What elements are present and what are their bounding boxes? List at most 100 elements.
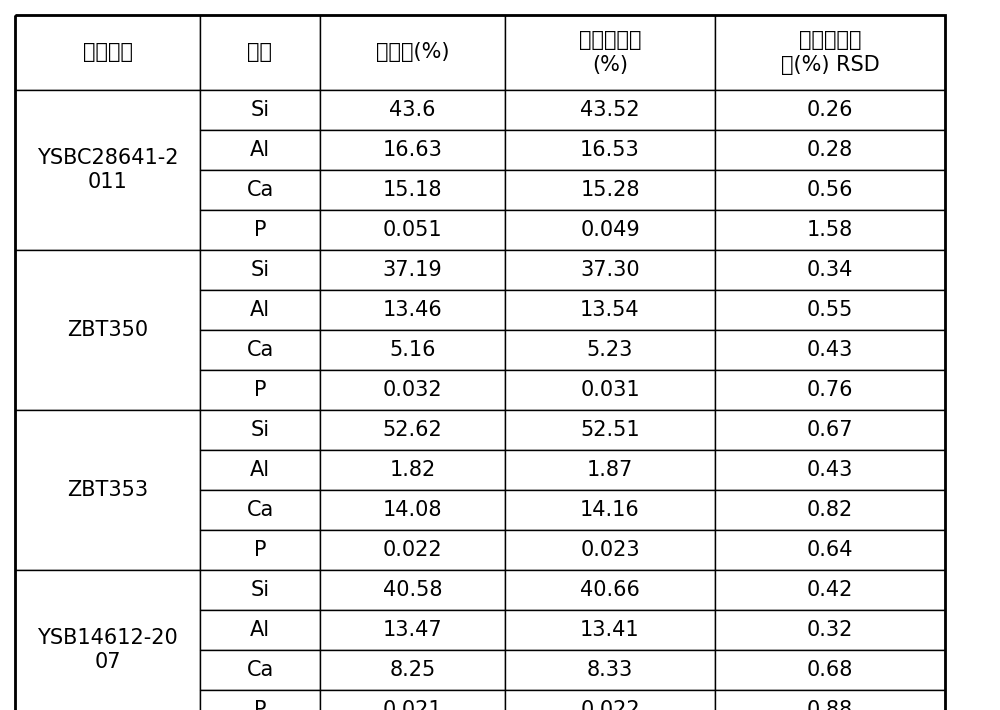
- Bar: [320, 410, 505, 450]
- Bar: [320, 15, 505, 90]
- Text: 0.68: 0.68: [807, 660, 853, 680]
- Text: 0.43: 0.43: [807, 340, 853, 360]
- Bar: [505, 370, 715, 410]
- Text: 8.33: 8.33: [587, 660, 633, 680]
- Text: 测定平均值
(%): 测定平均值 (%): [579, 30, 641, 75]
- Text: Ca: Ca: [246, 500, 274, 520]
- Text: 15.18: 15.18: [383, 180, 442, 200]
- Bar: [505, 530, 715, 570]
- Bar: [320, 330, 505, 370]
- Bar: [200, 610, 320, 650]
- Bar: [200, 15, 320, 90]
- Text: 8.25: 8.25: [389, 660, 436, 680]
- Text: 0.022: 0.022: [580, 700, 640, 710]
- Text: 标准值(%): 标准值(%): [376, 43, 449, 62]
- Text: Al: Al: [250, 140, 270, 160]
- Bar: [320, 130, 505, 170]
- Bar: [715, 290, 945, 330]
- Bar: [505, 90, 715, 130]
- Text: Al: Al: [250, 460, 270, 480]
- Text: 13.46: 13.46: [383, 300, 442, 320]
- Text: P: P: [254, 540, 266, 560]
- Text: Si: Si: [250, 420, 270, 440]
- Text: 5.23: 5.23: [587, 340, 633, 360]
- Text: 元素: 元素: [248, 43, 272, 62]
- Text: 0.022: 0.022: [383, 540, 442, 560]
- Bar: [505, 570, 715, 610]
- Text: 37.30: 37.30: [580, 260, 640, 280]
- Text: 1.58: 1.58: [807, 220, 853, 240]
- Text: 0.049: 0.049: [580, 220, 640, 240]
- Text: 0.34: 0.34: [807, 260, 853, 280]
- Bar: [505, 650, 715, 690]
- Text: 0.051: 0.051: [383, 220, 442, 240]
- Bar: [505, 170, 715, 210]
- Bar: [200, 530, 320, 570]
- Text: 16.53: 16.53: [580, 140, 640, 160]
- Bar: [715, 370, 945, 410]
- Text: 0.88: 0.88: [807, 700, 853, 710]
- Text: 0.42: 0.42: [807, 580, 853, 600]
- Text: 0.82: 0.82: [807, 500, 853, 520]
- Text: 40.66: 40.66: [580, 580, 640, 600]
- Bar: [200, 170, 320, 210]
- Text: 0.67: 0.67: [807, 420, 853, 440]
- Bar: [715, 490, 945, 530]
- Bar: [320, 450, 505, 490]
- Bar: [200, 410, 320, 450]
- Text: 0.76: 0.76: [807, 380, 853, 400]
- Text: 0.55: 0.55: [807, 300, 853, 320]
- Bar: [320, 570, 505, 610]
- Text: YSBC28641-2
011: YSBC28641-2 011: [37, 148, 178, 192]
- Text: 13.47: 13.47: [383, 620, 442, 640]
- Bar: [320, 210, 505, 250]
- Text: P: P: [254, 380, 266, 400]
- Bar: [505, 130, 715, 170]
- Text: Si: Si: [250, 100, 270, 120]
- Bar: [200, 490, 320, 530]
- Text: 43.52: 43.52: [580, 100, 640, 120]
- Bar: [505, 210, 715, 250]
- Text: P: P: [254, 700, 266, 710]
- Bar: [505, 490, 715, 530]
- Text: Ca: Ca: [246, 340, 274, 360]
- Text: 标准样品: 标准样品: [82, 43, 132, 62]
- Bar: [505, 690, 715, 710]
- Text: 0.56: 0.56: [807, 180, 853, 200]
- Text: 43.6: 43.6: [389, 100, 436, 120]
- Text: 1.82: 1.82: [389, 460, 436, 480]
- Text: 13.54: 13.54: [580, 300, 640, 320]
- Text: 1.87: 1.87: [587, 460, 633, 480]
- Bar: [320, 490, 505, 530]
- Bar: [200, 90, 320, 130]
- Bar: [320, 250, 505, 290]
- Text: Al: Al: [250, 300, 270, 320]
- Bar: [200, 690, 320, 710]
- Bar: [505, 250, 715, 290]
- Bar: [715, 250, 945, 290]
- Text: 0.64: 0.64: [807, 540, 853, 560]
- Bar: [320, 370, 505, 410]
- Bar: [715, 690, 945, 710]
- Text: 0.43: 0.43: [807, 460, 853, 480]
- Bar: [320, 690, 505, 710]
- Bar: [320, 650, 505, 690]
- Text: 0.021: 0.021: [383, 700, 442, 710]
- Text: Ca: Ca: [246, 660, 274, 680]
- Bar: [200, 570, 320, 610]
- Bar: [15, 570, 200, 710]
- Bar: [715, 650, 945, 690]
- Text: 37.19: 37.19: [383, 260, 442, 280]
- Text: 0.032: 0.032: [383, 380, 442, 400]
- Bar: [200, 370, 320, 410]
- Text: 0.32: 0.32: [807, 620, 853, 640]
- Text: P: P: [254, 220, 266, 240]
- Bar: [715, 530, 945, 570]
- Text: 14.16: 14.16: [580, 500, 640, 520]
- Bar: [200, 210, 320, 250]
- Text: 13.41: 13.41: [580, 620, 640, 640]
- Bar: [715, 570, 945, 610]
- Bar: [320, 90, 505, 130]
- Bar: [715, 450, 945, 490]
- Bar: [715, 210, 945, 250]
